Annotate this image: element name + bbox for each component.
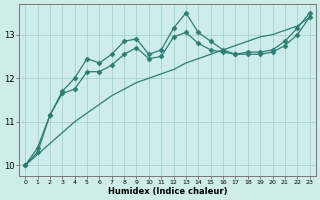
X-axis label: Humidex (Indice chaleur): Humidex (Indice chaleur) [108,187,227,196]
